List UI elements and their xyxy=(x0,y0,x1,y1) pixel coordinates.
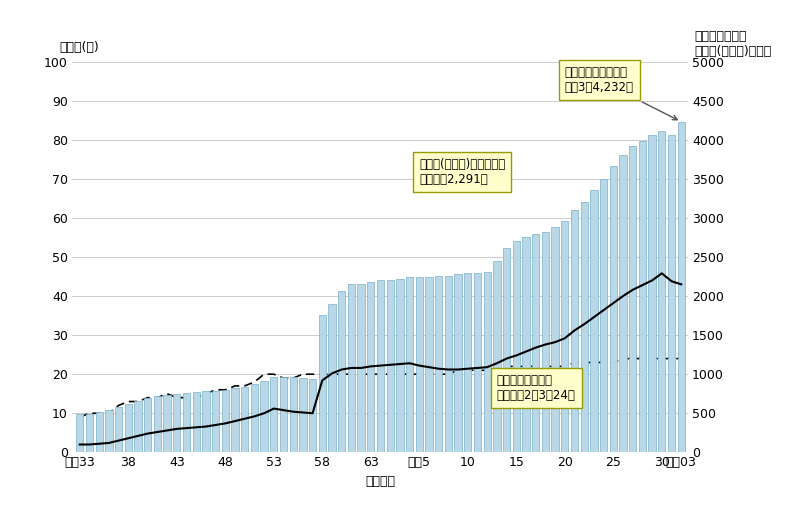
Bar xyxy=(280,377,287,452)
Bar xyxy=(619,155,626,452)
Bar xyxy=(649,135,656,452)
Bar xyxy=(250,384,258,452)
Bar xyxy=(435,276,442,452)
Bar xyxy=(416,278,423,452)
Bar xyxy=(222,390,229,452)
Bar xyxy=(610,167,617,452)
Bar xyxy=(668,135,675,452)
Bar xyxy=(464,273,471,452)
Bar xyxy=(426,277,433,452)
Bar xyxy=(590,190,598,452)
Bar xyxy=(454,274,462,452)
Bar xyxy=(638,141,646,452)
Bar xyxy=(338,291,346,452)
Bar xyxy=(629,146,636,452)
Bar xyxy=(125,404,132,452)
Text: 学校数：過去最高
令和元、2、3、24校: 学校数：過去最高 令和元、2、3、24校 xyxy=(497,374,576,402)
Bar xyxy=(358,284,365,452)
Bar xyxy=(445,276,452,452)
Bar xyxy=(551,227,558,452)
Bar xyxy=(367,282,374,452)
Bar xyxy=(542,232,549,452)
X-axis label: （年度）: （年度） xyxy=(365,475,395,488)
Bar xyxy=(299,378,306,452)
Bar xyxy=(571,210,578,452)
Bar xyxy=(202,391,210,452)
Bar xyxy=(581,203,588,452)
Bar xyxy=(173,394,181,452)
Bar xyxy=(503,248,510,452)
Bar xyxy=(483,272,491,452)
Bar xyxy=(386,280,394,452)
Bar xyxy=(115,407,122,452)
Bar xyxy=(600,179,607,452)
Bar xyxy=(377,281,384,452)
Bar xyxy=(270,377,278,452)
Text: 教員数(本務者)：過去最高
令和元　2,291人: 教員数(本務者)：過去最高 令和元 2,291人 xyxy=(419,158,506,186)
Bar xyxy=(513,242,520,452)
Bar xyxy=(406,278,414,452)
Bar xyxy=(396,279,403,452)
Bar xyxy=(532,233,539,452)
Bar xyxy=(134,401,142,452)
Bar xyxy=(86,414,93,452)
Bar xyxy=(183,393,190,452)
Bar xyxy=(494,261,501,452)
Bar xyxy=(261,381,268,452)
Bar xyxy=(154,396,161,452)
Bar xyxy=(212,391,219,452)
Bar xyxy=(309,379,316,452)
Bar xyxy=(678,122,685,452)
Bar xyxy=(76,414,83,452)
Bar xyxy=(658,131,666,452)
Bar xyxy=(474,272,481,452)
Y-axis label: 学校数(校): 学校数(校) xyxy=(60,41,99,54)
Bar xyxy=(522,237,530,452)
Bar xyxy=(290,377,297,452)
Bar xyxy=(561,221,569,452)
Bar xyxy=(144,398,151,452)
Bar xyxy=(106,410,113,452)
Text: 在学者数：過去最高
令和3　4,232人: 在学者数：過去最高 令和3 4,232人 xyxy=(565,66,678,120)
Bar xyxy=(231,388,238,452)
Bar xyxy=(318,315,326,452)
Bar xyxy=(328,304,336,452)
Bar xyxy=(95,412,102,452)
Bar xyxy=(193,392,200,452)
Bar xyxy=(163,395,170,452)
Bar xyxy=(348,284,355,452)
Text: 在学者数（人）
教員数(本務者)（人）: 在学者数（人） 教員数(本務者)（人） xyxy=(694,30,771,58)
Bar xyxy=(241,387,248,452)
